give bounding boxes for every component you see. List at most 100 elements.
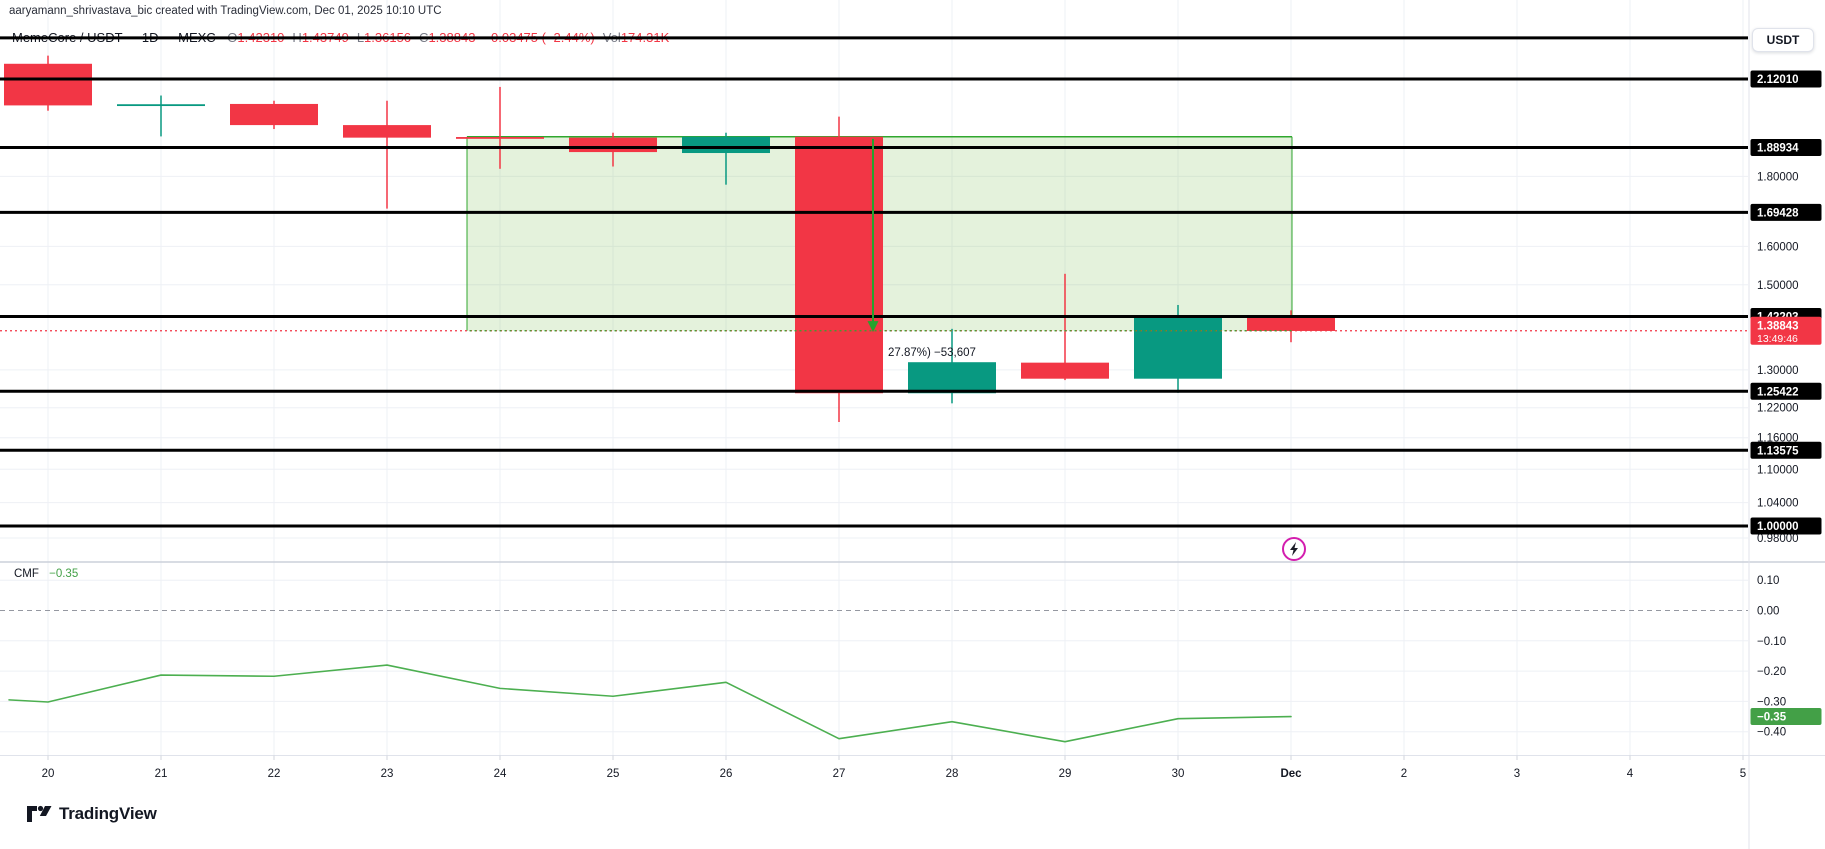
time-axis-label: 26	[720, 768, 733, 780]
down-arrow-head	[867, 321, 879, 333]
tradingview-logo-icon	[27, 805, 52, 822]
legend-interval[interactable]: 1D	[141, 30, 159, 45]
candle-27	[795, 116, 883, 423]
cmf-indicator-legend[interactable]: CMF −0.35	[14, 568, 78, 580]
time-axis[interactable]	[0, 756, 1825, 796]
candle-30	[1134, 304, 1222, 393]
legend-exchange[interactable]: MEXC	[178, 30, 216, 45]
ohlc-value: 1.42310	[237, 30, 285, 45]
lightning-boost-icon[interactable]	[1282, 537, 1306, 561]
price-level-badge: 1.69428	[1750, 203, 1822, 221]
time-axis-label: Dec	[1280, 768, 1302, 780]
candle-body	[1247, 316, 1335, 331]
cmf-title: CMF	[14, 568, 39, 580]
legend-separator: ·	[129, 30, 135, 45]
cmf-tick-label: −0.30	[1757, 696, 1786, 708]
change-value: −0.03475 (−2.44%)	[483, 30, 595, 45]
highlight-box[interactable]	[467, 136, 1292, 331]
indicator-scale[interactable]	[1749, 562, 1825, 756]
candle-20	[4, 55, 92, 111]
candle-24	[456, 86, 544, 169]
price-tick-label: 1.22000	[1757, 403, 1799, 415]
candle-body	[117, 104, 205, 107]
ohlc-value: 1.36156	[364, 30, 412, 45]
price-scale[interactable]	[1749, 0, 1825, 562]
time-axis-label: 5	[1740, 768, 1746, 780]
price-tick-label: 1.60000	[1757, 241, 1799, 253]
symbol-title[interactable]: MemeCore / USDT	[12, 30, 123, 45]
price-tick-label: 0.98000	[1757, 533, 1799, 545]
currency-toggle-button[interactable]: USDT	[1752, 28, 1814, 52]
time-axis-label: 25	[607, 768, 620, 780]
candle-body	[4, 63, 92, 106]
ohlc-value: 1.38843	[428, 30, 476, 45]
candle-body	[230, 103, 318, 126]
candle-body	[343, 125, 431, 138]
ohlc-label: O	[227, 30, 238, 45]
time-axis-label: 28	[946, 768, 959, 780]
candle-body	[1021, 362, 1109, 379]
svg-text:1.42203: 1.42203	[1757, 312, 1799, 324]
cmf-tick-label: −0.10	[1757, 636, 1786, 648]
time-axis-label: 21	[155, 768, 168, 780]
candle-23	[343, 100, 431, 209]
time-axis-label: 24	[494, 768, 507, 780]
time-axis-label: 23	[381, 768, 394, 780]
svg-text:1.88934: 1.88934	[1757, 143, 1799, 155]
time-axis-label: 27	[833, 768, 846, 780]
candle-body	[1134, 316, 1222, 379]
time-axis-label: 4	[1627, 768, 1634, 780]
price-level-badge: 2.12010	[1750, 70, 1822, 88]
price-tick-label: 1.30000	[1757, 365, 1799, 377]
ohlc-label: H	[292, 30, 302, 45]
ohlc-value: 1.43749	[301, 30, 349, 45]
svg-text:1.00000: 1.00000	[1757, 521, 1799, 533]
cmf-tick-label: 0.00	[1757, 606, 1779, 618]
time-axis-label: 29	[1059, 768, 1072, 780]
candle-25	[569, 132, 657, 167]
cmf-tick-label: −0.20	[1757, 666, 1786, 678]
price-tick-label: 1.04000	[1757, 498, 1799, 510]
svg-text:1.25422: 1.25422	[1757, 386, 1799, 398]
svg-text:1.69428: 1.69428	[1757, 207, 1799, 219]
volume-value: 174.31K	[620, 30, 670, 45]
candle-21	[117, 95, 205, 137]
tradingview-logo[interactable]: TradingView	[27, 803, 157, 825]
time-axis-label: 3	[1514, 768, 1520, 780]
candle-body	[569, 137, 657, 153]
candle-body	[456, 137, 544, 139]
candle-body	[908, 362, 996, 394]
price-tick-label: 1.16000	[1757, 433, 1799, 445]
svg-text:2.12010: 2.12010	[1757, 74, 1799, 86]
candle-26	[682, 132, 770, 185]
price-tick-label: 1.50000	[1757, 280, 1799, 292]
candle-22	[230, 100, 318, 130]
time-axis-label: 22	[268, 768, 281, 780]
svg-text:1.38843: 1.38843	[1757, 320, 1799, 332]
time-axis-label: 2	[1401, 768, 1407, 780]
candle-28	[908, 328, 996, 404]
price-level-badge: 1.13575	[1750, 441, 1822, 459]
price-level-badge: 1.25422	[1750, 382, 1822, 400]
price-level-badge: 1.42203	[1750, 308, 1822, 326]
volume-label: Vol	[602, 30, 621, 45]
ohlc-label: L	[356, 30, 365, 45]
range-annotation-label: 27.87%) −53,607	[888, 347, 976, 359]
legend-separator: ·	[166, 30, 171, 45]
cmf-line	[8, 664, 1292, 743]
candle-body	[682, 136, 770, 154]
tradingview-logo-text: TradingView	[59, 804, 157, 823]
candle-29	[1021, 273, 1109, 381]
candle-body	[795, 136, 883, 394]
time-axis-label: 20	[42, 768, 55, 780]
time-axis-label: 30	[1172, 768, 1185, 780]
price-level-badge: 1.88934	[1750, 139, 1822, 157]
price-tick-label: 1.10000	[1757, 464, 1799, 476]
candle-Dec	[1247, 310, 1335, 343]
svg-text:−0.35: −0.35	[1757, 712, 1787, 724]
cmf-tick-label: −0.40	[1757, 727, 1786, 739]
